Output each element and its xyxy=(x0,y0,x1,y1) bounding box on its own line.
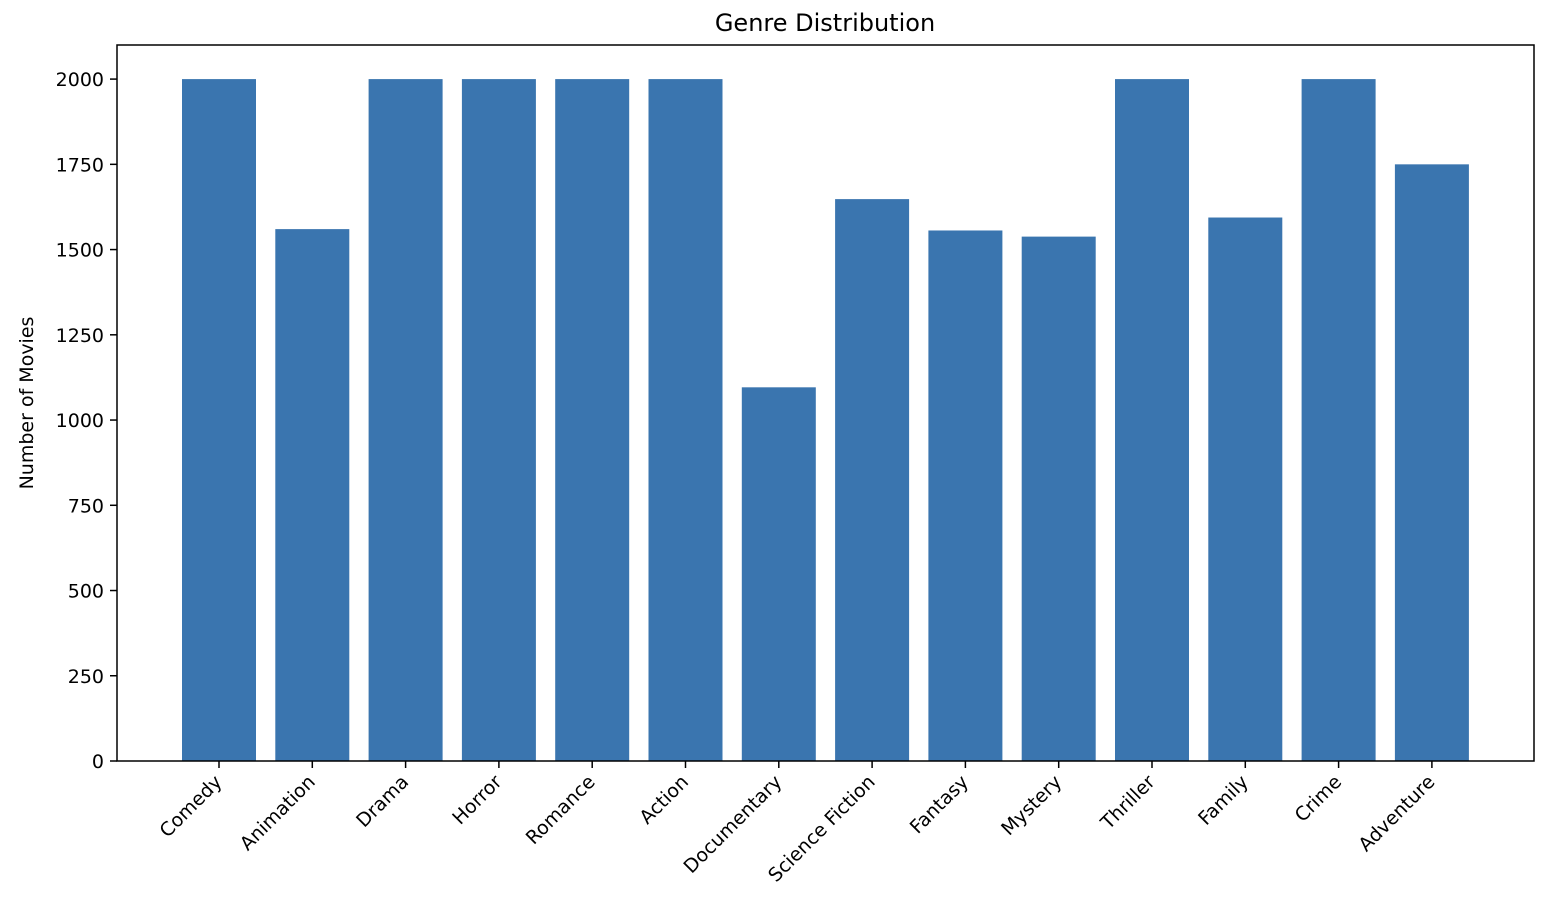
chart-title: Genre Distribution xyxy=(715,9,935,37)
y-tick-label: 250 xyxy=(68,666,104,688)
x-tick-label: Action xyxy=(635,771,693,829)
y-axis-label: Number of Movies xyxy=(16,317,38,490)
bar-mystery xyxy=(1021,236,1096,761)
x-tick-label: Fantasy xyxy=(906,771,973,838)
y-tick-label: 2000 xyxy=(56,69,104,91)
x-tick-label: Thriller xyxy=(1096,771,1160,835)
bar-horror xyxy=(461,79,536,762)
bar-crime xyxy=(1301,79,1376,762)
x-tick-label: Animation xyxy=(236,771,320,855)
y-axis: 0 250 500 750 1000 1250 1500 1750 2000 xyxy=(56,69,117,773)
y-tick-label: 1000 xyxy=(56,410,104,432)
bar-comedy xyxy=(182,79,256,762)
x-tick-label: Drama xyxy=(352,771,413,832)
bar-documentary xyxy=(741,387,816,761)
bar-animation xyxy=(275,229,350,762)
bar-family xyxy=(1208,217,1283,761)
y-tick-label: 500 xyxy=(68,581,104,603)
y-tick-label: 1750 xyxy=(56,154,104,176)
x-tick-label: Romance xyxy=(522,771,600,849)
x-tick-label: Crime xyxy=(1291,771,1347,827)
x-tick-label: Mystery xyxy=(997,771,1066,840)
x-tick-label: Horror xyxy=(448,771,506,829)
bar-action xyxy=(648,79,723,762)
bar-romance xyxy=(555,79,630,762)
bar-science-fiction xyxy=(835,199,910,761)
y-tick-label: 750 xyxy=(68,495,104,517)
x-tick-label: Family xyxy=(1194,771,1253,830)
x-axis: Comedy Animation Drama Horror Romance ActionD… xyxy=(156,761,1439,886)
x-tick-label: Adventure xyxy=(1354,771,1439,856)
y-tick-label: 0 xyxy=(92,751,104,773)
bars-group xyxy=(182,79,1469,762)
bar-drama xyxy=(368,79,443,762)
bar-fantasy xyxy=(928,230,1003,761)
bar-adventure xyxy=(1394,164,1469,762)
plot-frame xyxy=(116,44,1535,762)
y-tick-label: 1250 xyxy=(56,325,104,347)
bar-thriller xyxy=(1115,79,1189,762)
x-tick-label: Documentary xyxy=(679,771,786,878)
y-tick-label: 1500 xyxy=(56,240,104,262)
x-tick-label: Comedy xyxy=(156,771,227,842)
